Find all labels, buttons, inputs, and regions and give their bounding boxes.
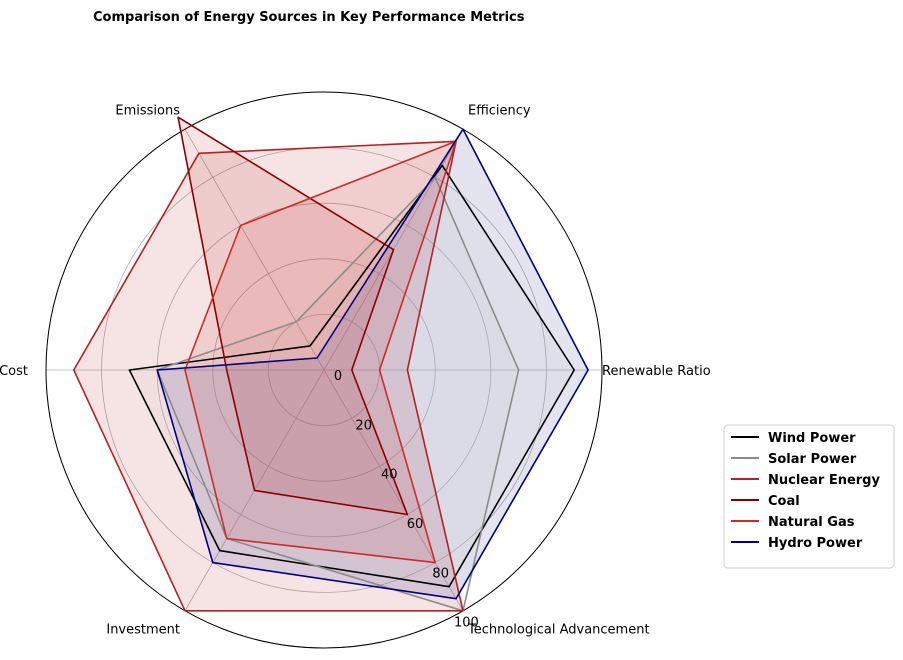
- legend: Wind Power Solar Power Nuclear Energy Coal N…: [723, 424, 895, 569]
- axis-label: Renewable Ratio: [602, 364, 711, 379]
- legend-label: Natural Gas: [768, 515, 855, 530]
- series-fill-2: [73, 141, 464, 611]
- outer-frame: [45, 91, 603, 649]
- legend-label: Coal: [768, 494, 800, 509]
- legend-label: Solar Power: [768, 452, 857, 467]
- series-fill-3: [178, 117, 408, 515]
- axis-label: Technological Advancement: [467, 622, 650, 637]
- series-line-0: [128, 164, 576, 588]
- series-line-5: [156, 128, 589, 600]
- chart-title: Comparison of Energy Sources in Key Perf…: [93, 10, 525, 25]
- series-line-3: [177, 116, 409, 516]
- legend-label: Nuclear Energy: [768, 473, 880, 488]
- radial-tick-label: 100: [454, 616, 479, 631]
- spoke-line: [323, 369, 464, 611]
- legend-label: Hydro Power: [768, 536, 863, 551]
- series-fill-0: [129, 165, 575, 587]
- axis-label: Emissions: [115, 104, 180, 119]
- legend-label: Wind Power: [768, 431, 856, 446]
- series-lines: [73, 116, 589, 612]
- radial-tick-label: 60: [407, 517, 424, 532]
- radial-tick-label: 80: [432, 566, 449, 581]
- axis-label: Cost: [0, 364, 28, 379]
- spoke-line: [184, 129, 325, 371]
- axis-labels: Renewable Ratio Efficiency Emissions Cost In…: [0, 104, 711, 638]
- axis-label: Investment: [106, 622, 180, 637]
- legend-box: [723, 424, 895, 569]
- radial-tick-labels: 0 20 40 60 80 100: [334, 369, 479, 631]
- series-fill-5: [157, 129, 589, 599]
- radial-tick-label: 40: [381, 468, 398, 483]
- radial-tick-label: 20: [355, 418, 372, 433]
- radial-tick-label: 0: [334, 369, 342, 384]
- series-fill-1: [157, 177, 519, 611]
- axis-label: Efficiency: [468, 104, 531, 119]
